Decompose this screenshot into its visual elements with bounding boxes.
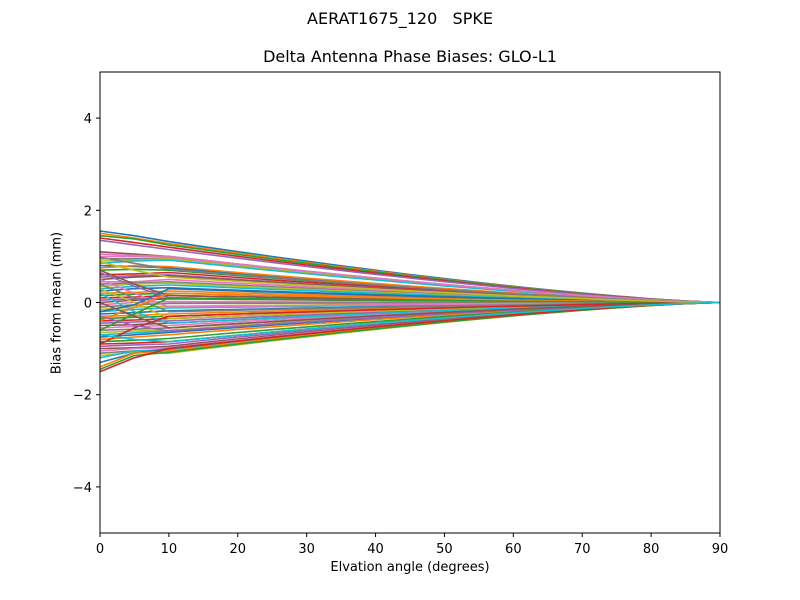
series-line xyxy=(100,301,720,343)
y-axis-ticks: −4 −2 0 2 4 xyxy=(73,112,100,496)
y-tick-label: 0 xyxy=(84,297,92,312)
series-line xyxy=(100,261,720,304)
x-tick-label: 50 xyxy=(436,542,453,557)
y-tick-label: 2 xyxy=(84,204,92,219)
x-axis-ticks: 0 10 20 30 40 50 60 70 80 90 xyxy=(96,533,728,557)
x-tick-label: 20 xyxy=(230,542,247,557)
y-tick-label: −2 xyxy=(73,389,92,404)
series-lines xyxy=(100,230,720,373)
x-axis-label: Elvation angle (degrees) xyxy=(330,560,490,575)
y-tick-label: 4 xyxy=(84,112,92,127)
x-tick-label: 80 xyxy=(643,542,660,557)
figure-suptitle: AERAT1675_120 SPKE xyxy=(307,9,493,28)
series-line xyxy=(100,301,720,345)
series-line xyxy=(100,256,720,304)
x-tick-label: 90 xyxy=(712,542,729,557)
x-tick-label: 10 xyxy=(161,542,178,557)
x-tick-label: 40 xyxy=(367,542,384,557)
x-tick-label: 60 xyxy=(505,542,522,557)
series-line xyxy=(100,297,720,331)
x-tick-label: 0 xyxy=(96,542,104,557)
y-tick-label: −4 xyxy=(73,481,92,496)
series-line xyxy=(100,253,720,304)
axes-title: Delta Antenna Phase Biases: GLO-L1 xyxy=(263,47,557,66)
x-tick-label: 70 xyxy=(574,542,591,557)
series-line xyxy=(100,301,720,329)
x-tick-label: 30 xyxy=(298,542,315,557)
